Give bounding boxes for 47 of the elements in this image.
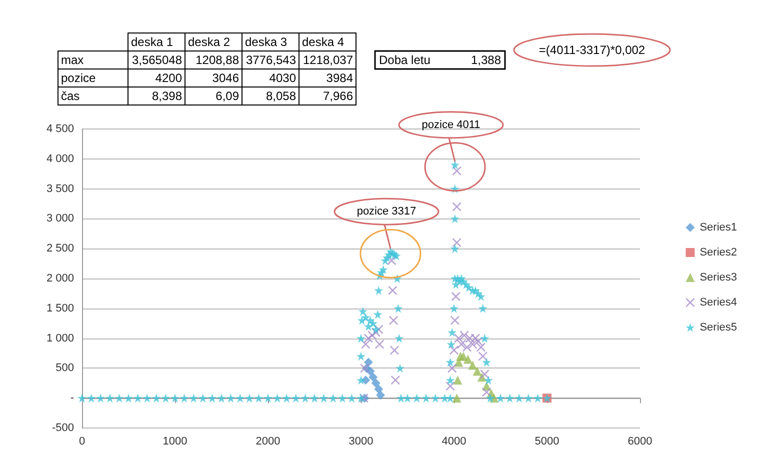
y-tick-label: -500 bbox=[52, 422, 74, 434]
y-tick-label: 2 500 bbox=[46, 242, 74, 255]
text: 1218,037 bbox=[302, 53, 354, 67]
y-tick-label: - bbox=[70, 392, 74, 404]
text: 3,565048 bbox=[132, 53, 182, 67]
text: 8,058 bbox=[266, 89, 296, 103]
text: 6,09 bbox=[216, 89, 240, 103]
text: 4200 bbox=[155, 71, 182, 85]
annotation: pozice 4011 bbox=[422, 118, 480, 131]
y-tick-label: 500 bbox=[56, 362, 74, 374]
x-tick-label: 3000 bbox=[348, 436, 374, 448]
text: 1,388 bbox=[470, 53, 502, 67]
x-tick-label: 0 bbox=[78, 436, 86, 448]
legend-label: Series3 bbox=[700, 272, 737, 284]
text: 1208,88 bbox=[196, 53, 240, 67]
text: deska 4 bbox=[302, 35, 344, 49]
x-tick-label: 2000 bbox=[256, 436, 280, 448]
x-tick-label: 6000 bbox=[628, 436, 652, 448]
text: =(4011-3317)*0,002 bbox=[538, 43, 646, 57]
legend-label: Series4 bbox=[700, 296, 737, 308]
x-tick-label: 4000 bbox=[442, 436, 466, 448]
text: Doba letu bbox=[379, 53, 430, 67]
x-tick-label: 5000 bbox=[534, 436, 560, 448]
x-tick-label: 1000 bbox=[162, 436, 188, 448]
text: deska 1 bbox=[131, 35, 174, 49]
text: 3046 bbox=[212, 71, 240, 85]
text: max bbox=[61, 53, 84, 67]
y-tick-label: 2 000 bbox=[46, 272, 74, 284]
text: 4030 bbox=[269, 71, 296, 85]
y-tick-label: 4 000 bbox=[46, 152, 74, 165]
text: 3984 bbox=[326, 71, 354, 85]
y-tick-label: 3 500 bbox=[46, 182, 74, 195]
text: 7,966 bbox=[322, 89, 354, 103]
legend-label: Series2 bbox=[700, 246, 737, 258]
annotation: pozice 3317 bbox=[356, 206, 416, 218]
text: deska 2 bbox=[188, 35, 230, 49]
text: čas bbox=[61, 89, 80, 103]
text: deska 3 bbox=[245, 35, 288, 49]
text: pozice bbox=[61, 71, 96, 85]
y-tick-label: 3 000 bbox=[46, 212, 74, 225]
text: 8,398 bbox=[152, 89, 182, 103]
y-tick-label: 1 500 bbox=[46, 302, 74, 314]
legend-label: Series1 bbox=[700, 222, 737, 234]
y-tick-label: 1 000 bbox=[46, 332, 74, 344]
legend-label: Series5 bbox=[700, 322, 737, 334]
y-tick-label: 4 500 bbox=[46, 123, 74, 135]
text: 3776,543 bbox=[246, 53, 296, 67]
